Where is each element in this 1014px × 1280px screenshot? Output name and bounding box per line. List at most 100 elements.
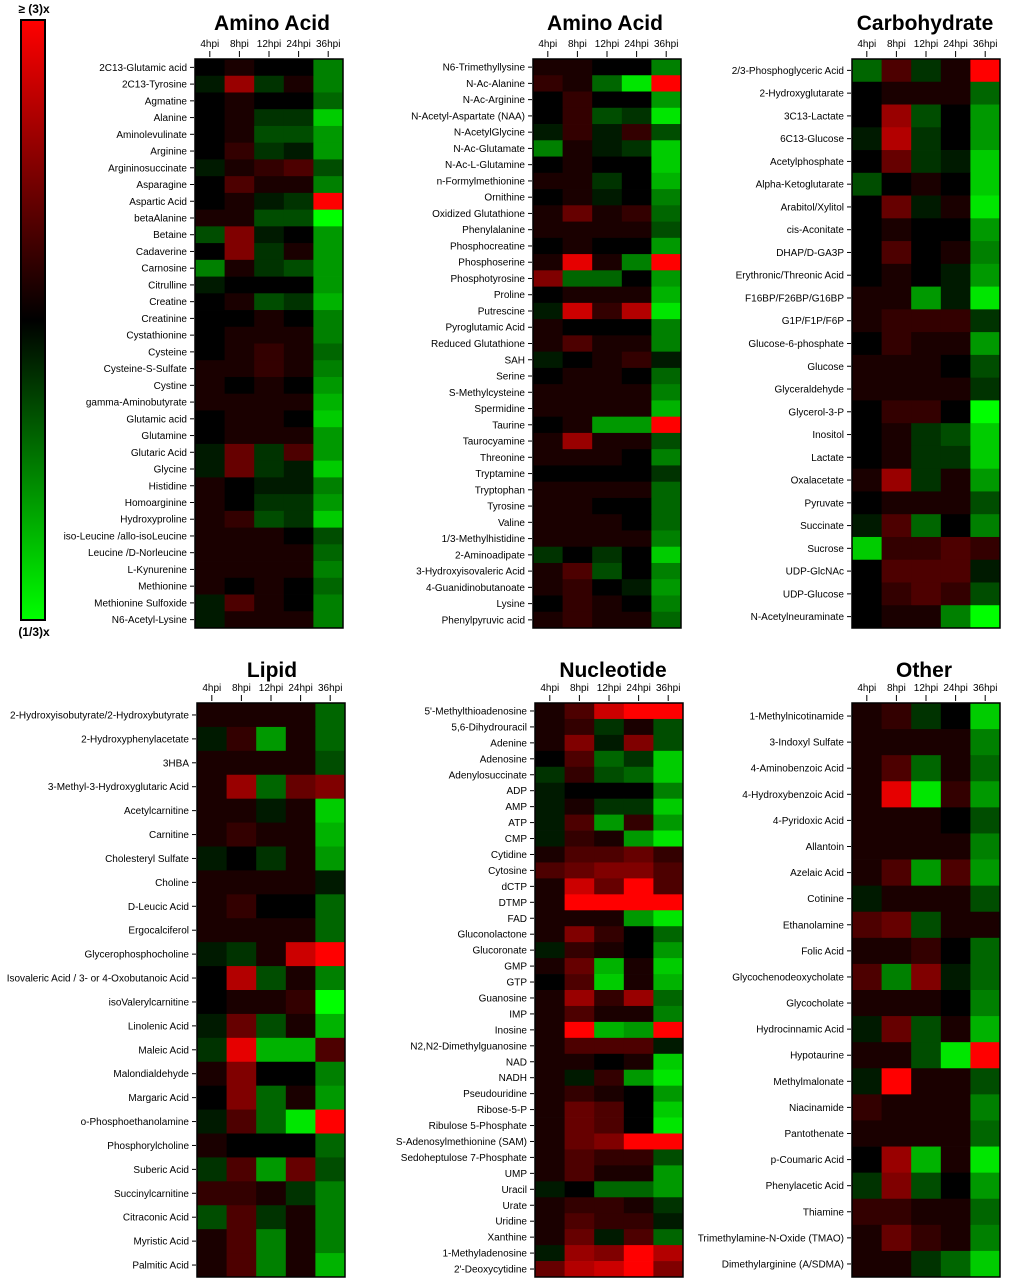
row-label: Azelaic Acid — [790, 868, 844, 879]
heatmap-cell — [224, 376, 255, 395]
heatmap-cell — [562, 449, 593, 466]
heatmap-cell — [562, 465, 593, 483]
heatmap-cell — [911, 514, 942, 538]
row-label: cis-Aconitate — [787, 225, 845, 236]
heatmap-cell — [653, 958, 684, 975]
heatmap-cell — [564, 862, 595, 879]
heatmap-cell — [594, 1117, 625, 1134]
heatmap-cell — [623, 1101, 654, 1118]
heatmap-cell — [911, 911, 942, 939]
row-label: Methylmalonate — [773, 1077, 844, 1088]
heatmap-cell — [592, 221, 623, 239]
row-label: UMP — [505, 1169, 528, 1180]
row-label: Sucrose — [807, 544, 844, 555]
heatmap-cell — [256, 1253, 287, 1278]
heatmap-cell — [535, 1037, 565, 1055]
row-label: Dimethylarginine (A/SDMA) — [722, 1259, 844, 1270]
heatmap-cell — [592, 335, 623, 353]
row-label: iso-Leucine /allo-isoLeucine — [64, 531, 188, 542]
heatmap-cell — [592, 579, 623, 596]
heatmap-cell — [195, 243, 225, 261]
row-label: Erythronic/Threonic Acid — [736, 271, 844, 282]
heatmap-cell — [852, 150, 882, 174]
heatmap-cell — [197, 703, 227, 728]
heatmap-cell — [197, 1109, 227, 1134]
heatmap-cell — [653, 926, 684, 943]
row-label: Creatinine — [141, 314, 187, 325]
heatmap-cell — [940, 195, 971, 219]
heatmap-cell — [621, 107, 652, 125]
heatmap-cell — [562, 221, 593, 239]
heatmap-cell — [533, 416, 563, 434]
heatmap-cell — [970, 400, 1001, 424]
heatmap-cell — [911, 81, 942, 105]
row-label: 4-Aminobenzoic Acid — [751, 764, 844, 775]
heatmap-cell — [256, 750, 287, 776]
row-label: N2,N2-Dimethylguanosine — [410, 1041, 527, 1052]
heatmap-cell — [852, 807, 882, 834]
panel-border — [851, 702, 1001, 1278]
heatmap-cell — [594, 1261, 625, 1278]
heatmap-cell — [564, 766, 595, 784]
heatmap-cell — [970, 445, 1001, 470]
heatmap-cell — [254, 561, 285, 579]
heatmap-cell — [313, 176, 344, 194]
row-label: 2-Hydroxyisobutyrate/2-Hydroxybutyrate — [10, 710, 189, 721]
heatmap-cell — [313, 59, 344, 77]
heatmap-cell — [623, 878, 654, 895]
heatmap-cell — [881, 423, 912, 447]
row-label: Choline — [155, 878, 189, 889]
heatmap-cell — [621, 205, 652, 222]
heatmap-cell — [535, 718, 565, 736]
column-label: 36hpi — [316, 39, 340, 50]
heatmap-cell — [564, 830, 595, 847]
row-label: Adenylosuccinate — [449, 770, 528, 781]
heatmap-cell — [564, 750, 595, 768]
heatmap-cell — [254, 293, 285, 311]
heatmap-cell — [594, 1165, 625, 1182]
heatmap-cell — [623, 703, 654, 720]
row-label: 5,6-Dihydrouracil — [451, 722, 527, 733]
heatmap-cell — [881, 172, 912, 196]
heatmap-cell — [881, 377, 912, 401]
heatmap-cell — [592, 319, 623, 336]
heatmap-cell — [313, 192, 344, 211]
heatmap-cell — [195, 176, 225, 194]
heatmap-cell — [195, 427, 225, 445]
heatmap-cell — [970, 332, 1001, 356]
heatmap-cell — [592, 432, 623, 450]
heatmap-cell — [564, 1261, 595, 1278]
heatmap-cell — [911, 703, 942, 730]
heatmap-cell — [195, 510, 225, 528]
heatmap-cell — [564, 1149, 595, 1166]
heatmap-cell — [621, 416, 652, 434]
heatmap-cell — [911, 445, 942, 470]
row-label: Cytosine — [488, 866, 527, 877]
heatmap-cell — [852, 703, 882, 730]
heatmap-cell — [564, 1181, 595, 1198]
heatmap-cell — [254, 594, 285, 612]
heatmap-cell — [623, 926, 654, 943]
heatmap-cell — [254, 443, 285, 462]
heatmap-cell — [594, 894, 625, 911]
heatmap-cell — [562, 189, 593, 206]
heatmap-cell — [852, 172, 882, 196]
heatmap-cell — [911, 859, 942, 887]
heatmap-cell — [564, 974, 595, 991]
heatmap-cell — [970, 807, 1001, 834]
heatmap-cell — [283, 544, 314, 562]
heatmap-cell — [653, 862, 684, 879]
panel-border — [532, 58, 682, 629]
heatmap-cell — [594, 1005, 625, 1023]
heatmap-cell — [970, 263, 1001, 287]
heatmap-cell — [533, 221, 563, 239]
heatmap-cell — [911, 1198, 942, 1226]
heatmap-cell — [533, 172, 563, 190]
heatmap-cell — [852, 263, 882, 287]
heatmap-cell — [592, 562, 623, 580]
panel-border — [534, 702, 684, 1278]
heatmap-cell — [313, 293, 344, 311]
heatmap-cell — [313, 544, 344, 562]
heatmap-cell — [195, 360, 225, 378]
heatmap-cell — [535, 974, 565, 991]
